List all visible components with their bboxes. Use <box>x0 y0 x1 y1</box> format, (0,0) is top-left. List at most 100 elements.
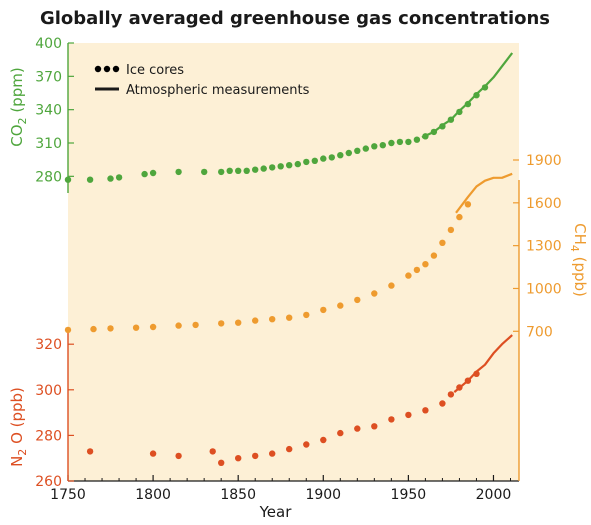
co2-tick-label-340: 340 <box>35 103 62 119</box>
co2-ice-core-point-31 <box>413 136 421 143</box>
co2-ice-core-point-27 <box>379 142 386 149</box>
n2o-axis-label-subscript: 2 <box>16 449 29 456</box>
ch4-ice-core-point-11 <box>286 314 293 321</box>
ch4-ice-core-point-5 <box>175 322 182 329</box>
n2o-ice-core-point-15 <box>405 411 412 419</box>
x-tick-label-1950: 1950 <box>391 487 427 503</box>
ch4-ice-core-point-22 <box>439 239 446 246</box>
ch4-ice-core-point-12 <box>303 311 310 319</box>
ch4-ice-core-point-10 <box>269 316 276 323</box>
ch4-ice-core-point-2 <box>107 325 114 332</box>
co2-ice-core-point-24 <box>354 147 361 154</box>
n2o-ice-core-point-18 <box>447 391 455 398</box>
n2o-ice-core-point-17 <box>439 400 446 407</box>
co2-atmospheric-line <box>421 52 514 139</box>
co2-series <box>64 52 514 183</box>
n2o-axis-label: N2 O (ppb) <box>8 387 29 467</box>
co2-axis-label-unit: (ppm) <box>8 67 26 117</box>
ch4-ice-core-point-14 <box>337 302 344 309</box>
n2o-ice-core-point-13 <box>371 423 378 430</box>
axes-layer: 1750 1800 1850 1900 1950 2000 Year 280 310 340 370… <box>8 36 589 521</box>
n2o-ice-core-point-9 <box>303 441 310 448</box>
n2o-tick-label-280: 280 <box>35 428 62 444</box>
co2-ice-core-point-28 <box>388 139 395 147</box>
n2o-ice-core-point-8 <box>286 445 293 453</box>
legend-label-ice-cores: Ice cores <box>126 63 184 78</box>
co2-ice-core-point-0 <box>64 176 72 183</box>
co2-ice-core-point-5 <box>149 169 157 177</box>
n2o-tick-label-260: 260 <box>35 474 62 490</box>
x-tick-label-1800: 1800 <box>135 487 171 503</box>
co2-tick-label-370: 370 <box>35 69 62 85</box>
legend-dot-2 <box>103 65 111 73</box>
ch4-ice-core-point-25 <box>464 201 472 208</box>
legend-dot-3 <box>112 65 120 73</box>
n2o-ice-core-point-10 <box>320 436 327 444</box>
n2o-atmospheric-line <box>453 334 513 393</box>
x-tick-label-1850: 1850 <box>220 487 256 503</box>
n2o-ice-core-point-2 <box>175 452 182 460</box>
co2-ice-core-point-7 <box>201 168 208 176</box>
co2-ice-core-point-20 <box>320 155 327 162</box>
n2o-ice-core-point-1 <box>149 450 157 457</box>
n2o-axis-label-unit: O (ppb) <box>8 387 26 449</box>
x-tick-label-1900: 1900 <box>305 487 341 503</box>
co2-ice-core-point-15 <box>277 163 284 170</box>
co2-ice-core-point-8 <box>218 168 225 176</box>
ch4-axis-label: CH4 (ppb) <box>568 223 589 297</box>
ch4-ice-core-point-1 <box>90 325 97 333</box>
n2o-ice-core-point-12 <box>354 425 361 432</box>
co2-ice-core-point-1 <box>86 176 94 183</box>
ch4-tick-label-1000: 1000 <box>526 281 562 297</box>
co2-ice-core-point-23 <box>345 149 352 157</box>
co2-ice-core-point-16 <box>286 162 293 169</box>
ch4-ice-core-point-19 <box>413 266 421 274</box>
ch4-ice-core-point-6 <box>192 321 199 329</box>
co2-tick-label-310: 310 <box>35 136 62 152</box>
ch4-ice-core-point-0 <box>64 326 72 334</box>
plot-background <box>68 43 519 481</box>
ch4-series <box>64 172 513 334</box>
co2-tick-label-400: 400 <box>35 36 62 52</box>
co2-ice-core-point-22 <box>337 152 344 159</box>
legend-label-atmospheric: Atmospheric measurements <box>126 83 310 98</box>
ch4-ice-core-point-8 <box>235 319 242 326</box>
co2-ice-core-point-13 <box>260 165 267 172</box>
co2-ice-core-point-19 <box>311 157 318 164</box>
ch4-ice-core-point-17 <box>388 282 395 289</box>
co2-ice-core-point-29 <box>396 138 404 146</box>
co2-ice-core-point-25 <box>362 145 369 152</box>
ch4-tick-label-1900: 1900 <box>526 153 562 169</box>
co2-ice-core-point-4 <box>141 170 148 178</box>
n2o-ice-core-point-16 <box>422 407 429 414</box>
ch4-ice-core-point-21 <box>430 252 438 259</box>
co2-ice-core-point-2 <box>107 175 114 182</box>
n2o-ice-core-point-7 <box>269 450 276 457</box>
co2-axis-label-main: CO <box>8 124 26 146</box>
co2-ice-core-point-17 <box>294 160 301 168</box>
n2o-tick-label-300: 300 <box>35 383 62 399</box>
legend-dot-1 <box>94 65 102 73</box>
n2o-tick-label-320: 320 <box>35 337 62 353</box>
n2o-series <box>86 334 513 466</box>
legend: Ice cores Atmospheric measurements <box>94 63 310 98</box>
x-tick-label-1750: 1750 <box>50 487 86 503</box>
co2-ice-core-point-12 <box>252 166 259 173</box>
ch4-ice-core-point-16 <box>371 290 378 297</box>
n2o-axis-label-main: N <box>8 456 26 467</box>
co2-ice-core-point-9 <box>226 167 233 174</box>
n2o-ice-core-point-6 <box>252 452 259 460</box>
co2-ice-core-point-21 <box>328 154 335 161</box>
ch4-ice-core-point-4 <box>149 323 157 331</box>
ch4-tick-label-1300: 1300 <box>526 239 562 255</box>
chart-title: Globally averaged greenhouse gas concent… <box>40 8 550 29</box>
n2o-ice-core-point-3 <box>209 448 216 455</box>
co2-ice-core-point-18 <box>303 158 310 166</box>
n2o-ice-core-point-4 <box>218 459 225 466</box>
ch4-ice-core-point-24 <box>456 213 463 221</box>
ch4-ice-core-point-18 <box>405 272 412 279</box>
ch4-tick-label-700: 700 <box>526 324 553 340</box>
co2-ice-core-point-10 <box>235 167 242 174</box>
x-axis-label: Year <box>259 503 293 521</box>
